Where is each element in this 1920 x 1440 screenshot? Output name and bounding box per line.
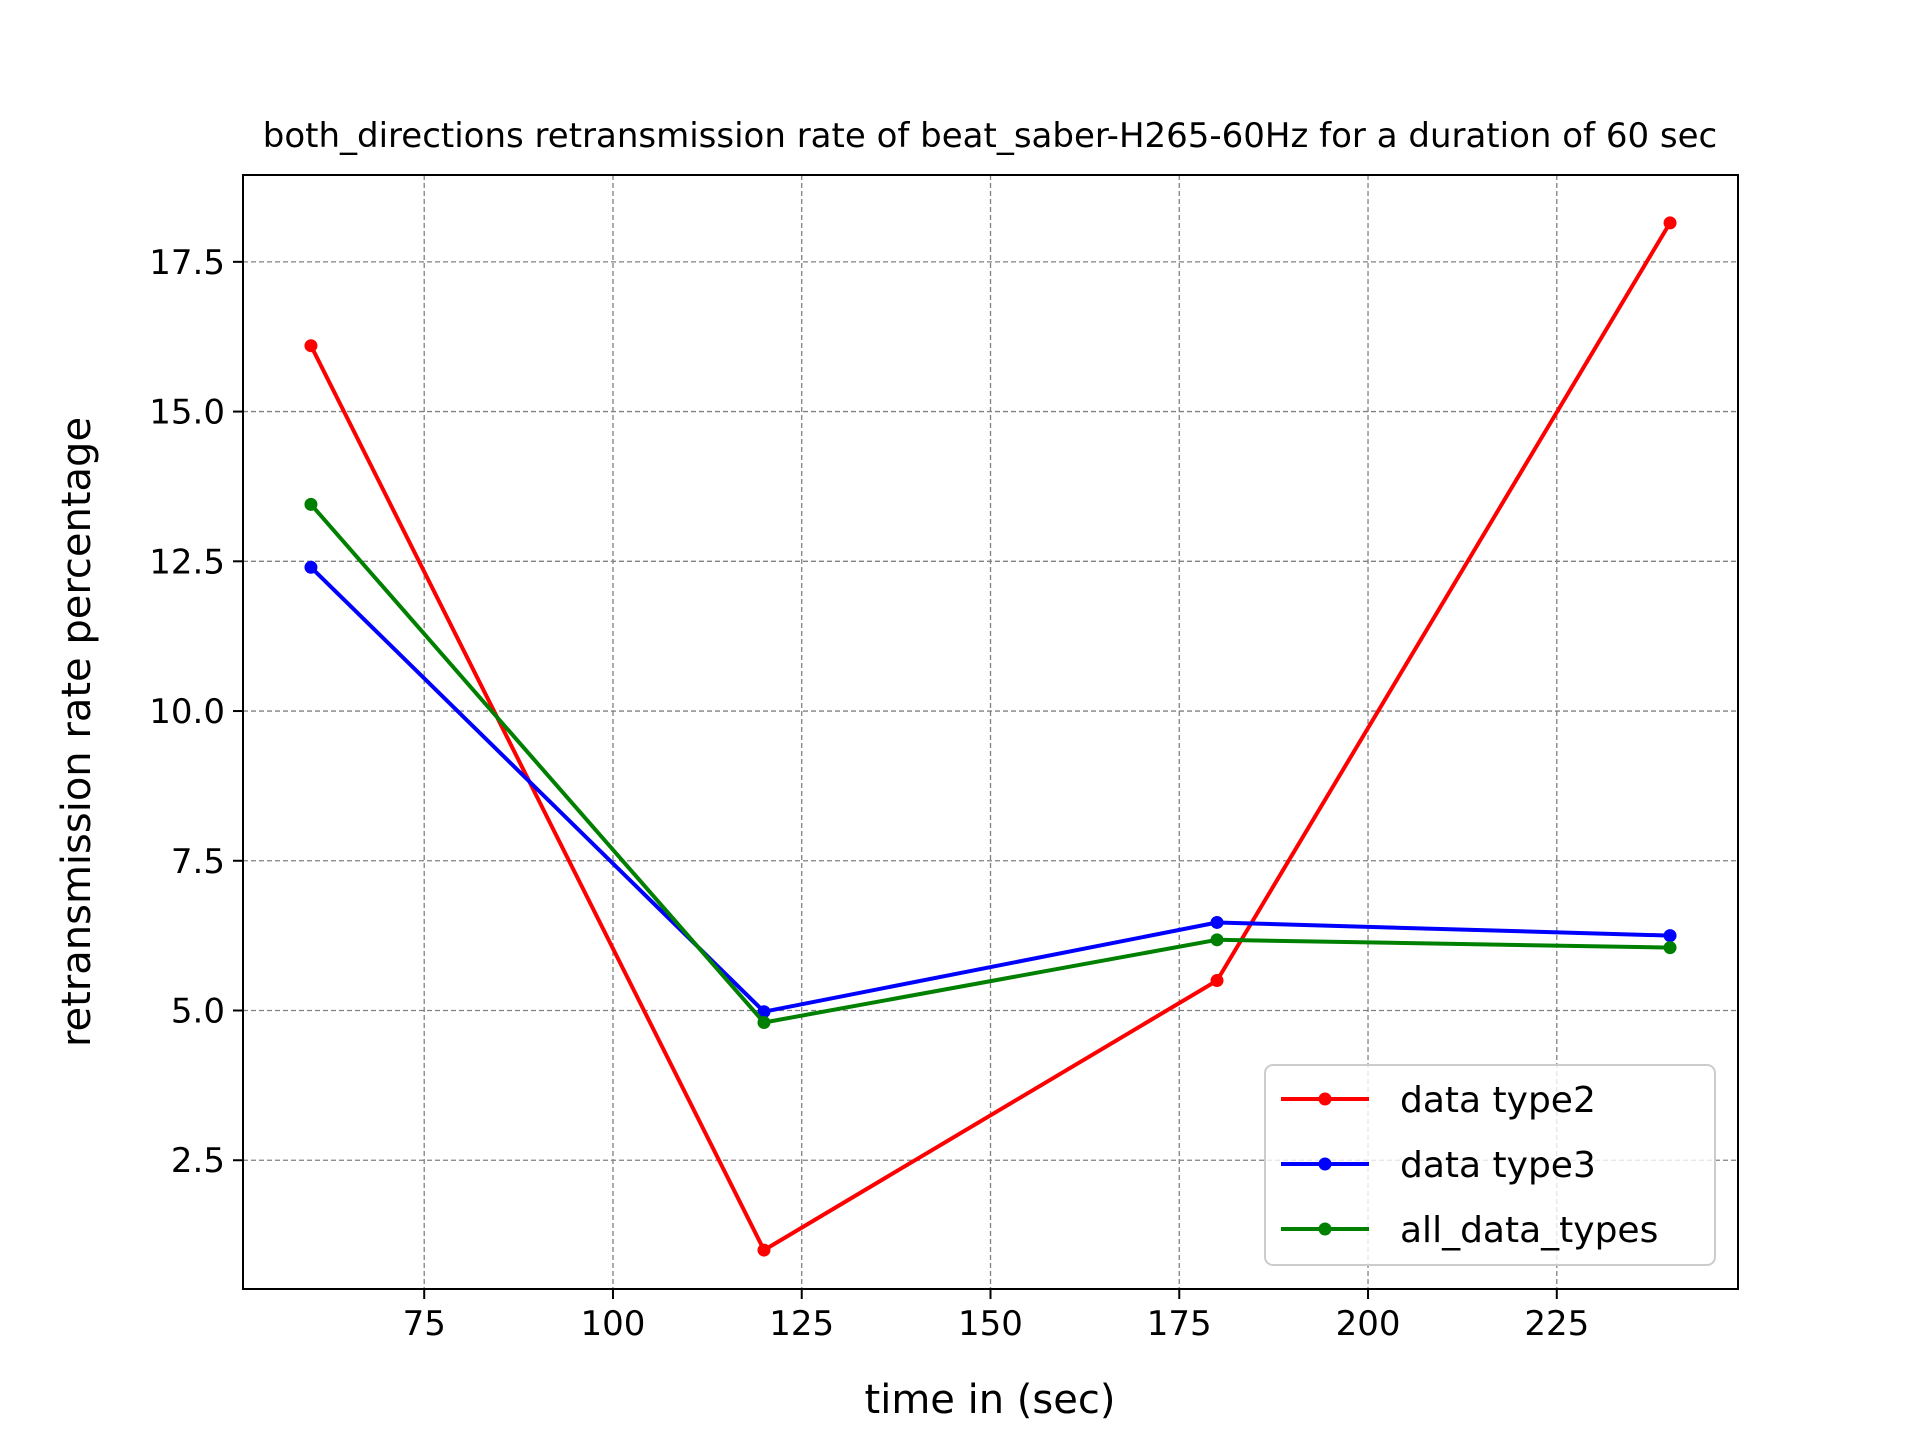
data-point-data-type3 xyxy=(1663,929,1677,943)
data-point-all-data-types xyxy=(757,1015,771,1029)
data-point-data-type2 xyxy=(1210,974,1224,988)
data-point-all-data-types xyxy=(1663,941,1677,955)
x-tick-label: 100 xyxy=(581,1304,646,1344)
data-point-all-data-types xyxy=(304,497,318,511)
series-lines xyxy=(304,216,1677,1257)
legend-marker-all-data-types xyxy=(1318,1222,1332,1236)
y-axis-ticks: 2.5 5.0 7.5 10.0 12.5 15.0 17.5 xyxy=(149,243,243,1181)
series-line-all-data-types xyxy=(309,503,1671,1025)
x-tick-label: 75 xyxy=(403,1304,446,1344)
grid xyxy=(243,175,1738,1289)
x-tick-label: 200 xyxy=(1336,1304,1401,1344)
y-tick-label: 15.0 xyxy=(149,393,225,433)
x-tick-label: 175 xyxy=(1147,1304,1212,1344)
x-tick-label: 150 xyxy=(958,1304,1023,1344)
legend-marker-data-type2 xyxy=(1318,1092,1332,1106)
x-tick-label: 225 xyxy=(1524,1304,1589,1344)
x-axis-ticks: 75 100 125 150 175 200 225 xyxy=(403,1289,1589,1344)
chart-title: both_directions retransmission rate of b… xyxy=(263,116,1717,156)
data-point-data-type2 xyxy=(1663,216,1677,230)
y-tick-label: 5.0 xyxy=(171,992,225,1032)
y-axis-label: retransmission rate percentage xyxy=(54,417,100,1047)
y-tick-label: 7.5 xyxy=(171,842,225,882)
data-point-data-type3 xyxy=(304,560,318,574)
y-tick-label: 17.5 xyxy=(149,243,225,283)
legend-box xyxy=(1264,1064,1716,1266)
legend-label-all-data-types: all_data_types xyxy=(1400,1210,1658,1251)
legend-label-data-type2: data type2 xyxy=(1400,1080,1596,1121)
legend-items: data type2 data type3 all_data_types xyxy=(1281,1080,1658,1251)
data-point-all-data-types xyxy=(1210,933,1224,947)
y-tick-label: 2.5 xyxy=(171,1141,225,1181)
data-point-data-type3 xyxy=(757,1005,771,1019)
y-tick-label: 10.0 xyxy=(149,692,225,732)
x-tick-label: 125 xyxy=(769,1304,834,1344)
legend: data type2 data type3 all_data_types xyxy=(1264,1064,1716,1266)
y-tick-label: 12.5 xyxy=(149,542,225,582)
data-point-data-type2 xyxy=(757,1243,771,1257)
x-axis-label: time in (sec) xyxy=(865,1377,1116,1423)
legend-marker-data-type3 xyxy=(1318,1157,1332,1171)
data-point-data-type2 xyxy=(304,339,318,353)
series-line-data-type3 xyxy=(309,565,1671,1014)
data-point-data-type3 xyxy=(1210,915,1224,929)
series-line-data-type2 xyxy=(309,221,1672,1253)
legend-label-data-type3: data type3 xyxy=(1400,1145,1596,1186)
